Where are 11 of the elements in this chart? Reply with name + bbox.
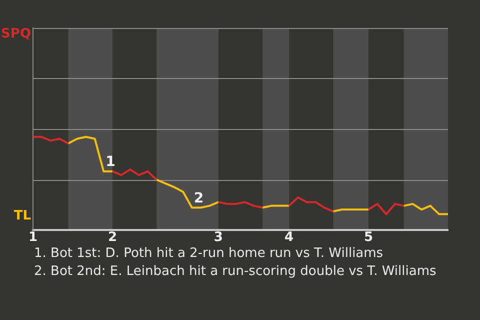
text: SPQ: [1, 26, 31, 42]
text: 2. Bot 2nd: E. Leinbach hit a run-scoring double vs T. Williams: [34, 263, 438, 281]
x-tick-label: 1: [28, 230, 38, 246]
x-tick-label: 2: [108, 230, 117, 246]
annotation: 2: [194, 190, 204, 206]
text: 1. Bot 1st: D. Poth hit a 2-run home run vs T. Williams: [34, 245, 384, 263]
x-tick-label: 4: [284, 230, 294, 246]
x-tick-label: 5: [364, 230, 374, 246]
x-tick-label: 3: [214, 230, 223, 246]
text: TL: [14, 208, 31, 224]
annotation: 1: [106, 154, 116, 170]
